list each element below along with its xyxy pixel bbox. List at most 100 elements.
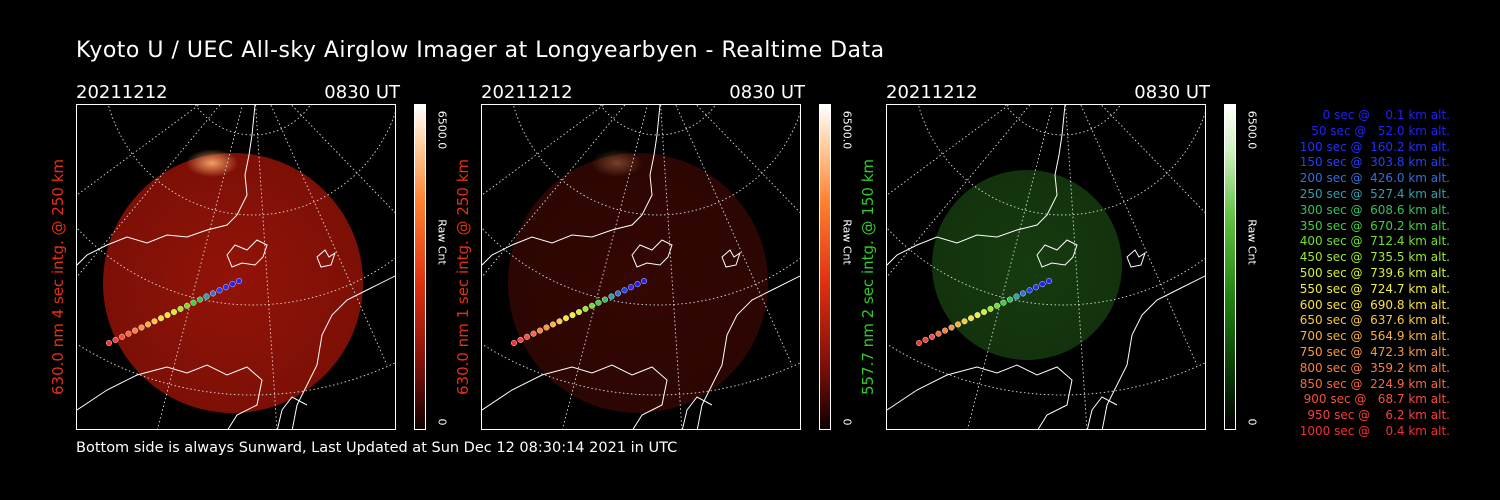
coastlines bbox=[482, 105, 800, 429]
colorbar-unit-label: Raw Cnt bbox=[435, 219, 449, 265]
imager-panel-3: 20211212 0830 UT 557.7 nm 2 sec intg. @ 15… bbox=[859, 82, 1286, 432]
trajectory-point bbox=[164, 312, 171, 319]
legend-entry: 150 sec @ 303.8 km alt. bbox=[1295, 155, 1450, 170]
coastlines bbox=[887, 105, 1205, 429]
legend-entry: 350 sec @ 670.2 km alt. bbox=[1295, 218, 1450, 233]
trajectory-point bbox=[222, 284, 229, 291]
colorbar bbox=[819, 104, 831, 430]
trajectory-point bbox=[916, 339, 923, 346]
legend-entry: 650 sec @ 637.6 km alt. bbox=[1295, 313, 1450, 328]
colorbar bbox=[1224, 104, 1236, 430]
trajectory-point bbox=[151, 318, 158, 325]
trajectory-point bbox=[922, 336, 929, 343]
trajectory-point bbox=[929, 333, 936, 340]
colorbar-max-label: 6500.0 bbox=[435, 110, 449, 150]
legend-entry: 900 sec @ 68.7 km alt. bbox=[1299, 392, 1450, 407]
trajectory-point bbox=[627, 284, 634, 291]
imager-panel-1: 20211212 0830 UT 630.0 nm 4 sec intg. @ 25… bbox=[49, 82, 476, 432]
trajectory-point bbox=[549, 321, 556, 328]
trajectory-point bbox=[511, 339, 518, 346]
trajectory-point bbox=[935, 330, 942, 337]
legend-entry: 950 sec @ 6.2 km alt. bbox=[1303, 408, 1450, 423]
legend-entry: 700 sec @ 564.9 km alt. bbox=[1295, 329, 1450, 344]
footer-status: Bottom side is always Sunward, Last Upda… bbox=[76, 440, 678, 456]
trajectory-point bbox=[235, 277, 242, 284]
wavelength-label: 557.7 nm 2 sec intg. @ 150 km bbox=[859, 158, 877, 396]
trajectory-point bbox=[562, 315, 569, 322]
imager-panel-2: 20211212 0830 UT 630.0 nm 1 sec intg. @ 25… bbox=[454, 82, 881, 432]
trajectory-point bbox=[961, 318, 968, 325]
trajectory-point bbox=[543, 324, 550, 331]
legend-entry: 550 sec @ 724.7 km alt. bbox=[1295, 281, 1450, 296]
allsky-image bbox=[481, 104, 801, 430]
lat-lon-grid bbox=[77, 105, 395, 429]
airglow-disk bbox=[932, 170, 1122, 360]
trajectory-point bbox=[196, 296, 203, 303]
trajectory-point bbox=[608, 293, 615, 300]
page-title: Kyoto U / UEC All-sky Airglow Imager at … bbox=[76, 38, 885, 63]
trajectory-point bbox=[524, 333, 531, 340]
legend-entry: 200 sec @ 426.0 km alt. bbox=[1295, 171, 1450, 186]
legend-entry: 450 sec @ 735.5 km alt. bbox=[1295, 250, 1450, 265]
lat-lon-grid bbox=[887, 105, 1205, 429]
trajectory-point bbox=[954, 321, 961, 328]
panel-date: 20211212 bbox=[76, 82, 168, 103]
trajectory-point bbox=[621, 287, 628, 294]
wavelength-label: 630.0 nm 1 sec intg. @ 250 km bbox=[454, 158, 472, 396]
trajectory-point bbox=[183, 302, 190, 309]
panel-time: 0830 UT bbox=[729, 82, 805, 103]
trajectory-point bbox=[190, 299, 197, 306]
trajectory-point bbox=[601, 296, 608, 303]
wavelength-label: 630.0 nm 4 sec intg. @ 250 km bbox=[49, 158, 67, 396]
trajectory-point bbox=[203, 293, 210, 300]
aurora-patch bbox=[591, 149, 643, 177]
trajectory-point bbox=[634, 281, 641, 288]
colorbar-unit-label: Raw Cnt bbox=[840, 219, 854, 265]
colorbar-min-label: 0 bbox=[840, 418, 854, 426]
trajectory-point bbox=[1045, 277, 1052, 284]
trajectory-point bbox=[993, 302, 1000, 309]
trajectory-point bbox=[132, 327, 139, 334]
allsky-image bbox=[76, 104, 396, 430]
trajectory-legend: 0 sec @ 0.1 km alt. 50 sec @ 52.0 km alt… bbox=[1270, 108, 1450, 440]
trajectory-point bbox=[588, 302, 595, 309]
trajectory-point bbox=[575, 308, 582, 315]
trajectory-point bbox=[209, 290, 216, 297]
trajectory-point bbox=[229, 281, 236, 288]
legend-entry: 500 sec @ 739.6 km alt. bbox=[1295, 265, 1450, 280]
trajectory-point bbox=[1032, 284, 1039, 291]
legend-entry: 400 sec @ 712.4 km alt. bbox=[1295, 234, 1450, 249]
coastlines bbox=[77, 105, 395, 429]
trajectory-point bbox=[1026, 287, 1033, 294]
allsky-image bbox=[886, 104, 1206, 430]
legend-entry: 750 sec @ 472.3 km alt. bbox=[1295, 344, 1450, 359]
panel-date: 20211212 bbox=[481, 82, 573, 103]
legend-entry: 600 sec @ 690.8 km alt. bbox=[1295, 297, 1450, 312]
trajectory-point bbox=[170, 308, 177, 315]
legend-entry: 50 sec @ 52.0 km alt. bbox=[1303, 123, 1450, 138]
trajectory-point bbox=[974, 312, 981, 319]
colorbar-min-label: 0 bbox=[435, 418, 449, 426]
trajectory-point bbox=[1039, 281, 1046, 288]
legend-entry: 850 sec @ 224.9 km alt. bbox=[1295, 376, 1450, 391]
trajectory-point bbox=[556, 318, 563, 325]
trajectory-point bbox=[1000, 299, 1007, 306]
trajectory-point bbox=[980, 308, 987, 315]
trajectory-point bbox=[987, 305, 994, 312]
panel-time: 0830 UT bbox=[1134, 82, 1210, 103]
trajectory-point bbox=[569, 312, 576, 319]
legend-entry: 300 sec @ 608.6 km alt. bbox=[1295, 202, 1450, 217]
trajectory-point bbox=[138, 324, 145, 331]
trajectory-point bbox=[216, 287, 223, 294]
legend-entry: 0 sec @ 0.1 km alt. bbox=[1311, 108, 1450, 122]
trajectory-point bbox=[157, 315, 164, 322]
legend-entry: 1000 sec @ 0.4 km alt. bbox=[1299, 423, 1450, 438]
trajectory-point bbox=[125, 330, 132, 337]
colorbar-max-label: 6500.0 bbox=[840, 110, 854, 150]
trajectory-point bbox=[517, 336, 524, 343]
trajectory-point bbox=[530, 330, 537, 337]
trajectory-point bbox=[112, 336, 119, 343]
trajectory-point bbox=[1006, 296, 1013, 303]
trajectory-point bbox=[177, 305, 184, 312]
trajectory-point bbox=[144, 321, 151, 328]
